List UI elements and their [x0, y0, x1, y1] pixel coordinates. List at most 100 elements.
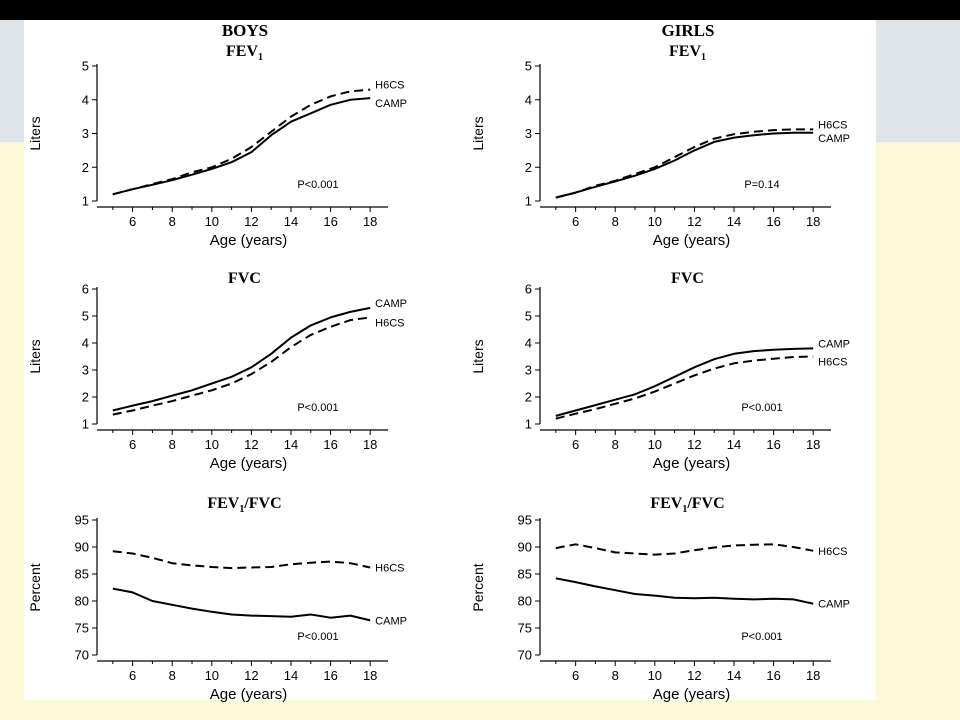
series-line-camp: [112, 97, 371, 196]
x-tick-label: 8: [169, 437, 176, 452]
p-value-annotation: P<0.001: [297, 402, 338, 414]
x-tick-label: 6: [572, 668, 579, 683]
x-tick-label: 8: [612, 214, 619, 229]
series-line-camp: [112, 306, 371, 412]
series-label-camp: CAMP: [375, 98, 407, 110]
x-tick-label: 16: [766, 668, 780, 683]
x-axis-label: Age (years): [653, 686, 731, 703]
x-tick-label: 18: [363, 214, 377, 229]
y-tick-label: 1: [525, 417, 532, 432]
y-tick-label: 5: [82, 309, 89, 324]
series-label-camp: CAMP: [818, 338, 850, 350]
y-tick-label: 85: [75, 567, 89, 582]
series-line-h6cs: [555, 543, 814, 556]
series-label-h6cs: H6CS: [375, 563, 404, 575]
y-tick-label: 4: [82, 92, 89, 107]
series-line-h6cs: [112, 316, 371, 416]
y-tick-label: 85: [518, 567, 532, 582]
x-tick-label: 14: [727, 437, 741, 452]
header-boys: BOYS: [222, 21, 268, 40]
y-tick-label: 1: [82, 194, 89, 209]
y-axis-label: Liters: [27, 116, 43, 150]
x-tick-label: 16: [766, 437, 780, 452]
y-axis-label: Liters: [470, 339, 486, 373]
y-tick-label: 95: [518, 513, 532, 528]
series-line-camp: [555, 131, 814, 199]
y-tick-label: 4: [82, 336, 89, 351]
x-tick-label: 14: [284, 437, 298, 452]
chart-title: FEV1/FVC: [650, 495, 724, 515]
x-tick-label: 18: [806, 437, 820, 452]
y-tick-label: 90: [518, 540, 532, 555]
header-girls: GIRLS: [662, 21, 715, 40]
y-tick-label: 2: [82, 160, 89, 175]
series-label-h6cs: H6CS: [818, 119, 847, 131]
y-tick-label: 70: [518, 648, 532, 663]
x-tick-label: 12: [687, 214, 701, 229]
y-tick-label: 70: [75, 648, 89, 663]
series-line-h6cs: [112, 550, 371, 570]
series-label-h6cs: H6CS: [818, 546, 847, 558]
series-label-h6cs: H6CS: [375, 80, 404, 92]
x-tick-label: 10: [648, 437, 662, 452]
p-value-annotation: P<0.001: [297, 179, 338, 191]
x-tick-label: 12: [244, 437, 258, 452]
chart-title: FEV1/FVC: [207, 495, 281, 515]
x-tick-label: 12: [244, 668, 258, 683]
x-tick-label: 16: [766, 214, 780, 229]
x-tick-label: 8: [612, 437, 619, 452]
p-value-annotation: P<0.001: [741, 402, 782, 414]
x-tick-label: 8: [169, 214, 176, 229]
series-label-camp: CAMP: [375, 615, 407, 627]
x-tick-label: 10: [205, 214, 219, 229]
x-tick-label: 8: [169, 668, 176, 683]
x-tick-label: 16: [323, 668, 337, 683]
y-tick-label: 3: [82, 363, 89, 378]
x-tick-label: 10: [648, 668, 662, 683]
y-tick-label: 4: [525, 336, 532, 351]
x-axis-label: Age (years): [210, 686, 288, 703]
x-tick-label: 16: [323, 437, 337, 452]
chart-title: FVC: [671, 270, 704, 287]
x-tick-label: 16: [323, 214, 337, 229]
x-tick-label: 12: [244, 214, 258, 229]
chart-title: FEV1: [226, 43, 263, 63]
x-tick-label: 14: [727, 214, 741, 229]
series-line-camp: [555, 347, 814, 417]
x-tick-label: 6: [129, 214, 136, 229]
y-tick-label: 95: [75, 513, 89, 528]
x-axis-label: Age (years): [653, 232, 731, 249]
y-tick-label: 2: [525, 160, 532, 175]
y-tick-label: 6: [525, 282, 532, 297]
x-axis-label: Age (years): [210, 455, 288, 472]
y-tick-label: 2: [525, 390, 532, 405]
x-tick-label: 12: [687, 437, 701, 452]
y-axis-label: Percent: [470, 563, 486, 611]
top-black-bar: [0, 0, 960, 20]
series-line-camp: [555, 577, 814, 605]
y-tick-label: 3: [525, 363, 532, 378]
series-line-camp: [112, 587, 371, 622]
x-tick-label: 18: [806, 668, 820, 683]
y-tick-label: 5: [525, 59, 532, 74]
x-tick-label: 12: [687, 668, 701, 683]
x-tick-label: 6: [129, 437, 136, 452]
y-axis-label: Liters: [27, 339, 43, 373]
x-tick-label: 10: [648, 214, 662, 229]
series-line-h6cs: [555, 355, 814, 420]
y-axis-label: Liters: [470, 116, 486, 150]
p-value-annotation: P<0.001: [741, 631, 782, 643]
x-axis-label: Age (years): [653, 455, 731, 472]
chart-boys-fev1-fvc: FEV1/FVC 70 75 80 85 90 95 6 8 10 12 14 16 18 Age (yea…: [27, 495, 407, 703]
x-axis-label: Age (years): [210, 232, 288, 249]
y-tick-label: 4: [525, 92, 532, 107]
y-tick-label: 5: [525, 309, 532, 324]
y-tick-label: 90: [75, 540, 89, 555]
y-tick-label: 80: [75, 594, 89, 609]
y-tick-label: 5: [82, 59, 89, 74]
chart-title: FVC: [228, 270, 261, 287]
y-tick-label: 3: [82, 126, 89, 141]
chart-title: FEV1: [669, 43, 706, 63]
x-tick-label: 14: [284, 668, 298, 683]
